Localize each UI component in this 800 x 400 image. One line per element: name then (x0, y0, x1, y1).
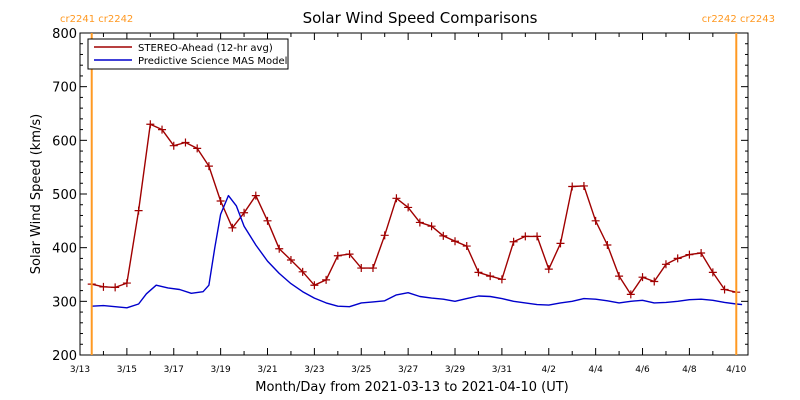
x-tick-label: 3/23 (304, 365, 324, 375)
x-tick-label: 3/17 (164, 365, 184, 375)
y-axis-label: Solar Wind Speed (km/s) (29, 114, 44, 274)
x-tick-label: 4/4 (588, 365, 603, 375)
y-tick-label: 700 (52, 81, 77, 96)
data-point (169, 141, 178, 150)
x-tick-label: 3/29 (445, 365, 465, 375)
data-point (568, 182, 577, 191)
data-point (521, 232, 530, 241)
x-tick-label: 3/31 (492, 365, 512, 375)
x-tick-label: 3/21 (257, 365, 277, 375)
data-point (310, 281, 319, 290)
x-tick-label: 4/2 (542, 365, 556, 375)
series-line-0 (91, 123, 737, 296)
data-point (720, 285, 729, 294)
data-point (533, 232, 542, 241)
y-tick-label: 500 (52, 188, 77, 203)
data-point (685, 250, 694, 259)
data-point (357, 264, 366, 273)
series-line-1 (91, 194, 743, 309)
y-tick-label: 400 (52, 242, 77, 257)
data-point (603, 240, 612, 249)
chart-title: Solar Wind Speed Comparisons (303, 9, 538, 27)
y-tick-label: 300 (52, 295, 77, 310)
data-point (158, 125, 167, 134)
x-axis-label: Month/Day from 2021-03-13 to 2021-04-10 … (255, 380, 568, 395)
data-point (380, 231, 389, 240)
data-point (462, 242, 471, 251)
data-point (216, 196, 225, 205)
x-tick-label: 4/6 (635, 365, 650, 375)
data-point (286, 256, 295, 265)
carrington-label-0: cr2241 cr2242 (60, 14, 133, 25)
data-point (427, 222, 436, 231)
x-tick-label: 3/19 (211, 365, 231, 375)
data-point (193, 144, 202, 153)
data-point (263, 216, 272, 225)
data-point (204, 162, 213, 171)
x-tick-label: 4/10 (726, 365, 746, 375)
x-tick-label: 3/27 (398, 365, 418, 375)
y-tick-label: 800 (52, 27, 77, 42)
marker-layer: cr2241 cr2242 cr2242 cr2243 (60, 14, 775, 355)
data-point (415, 218, 424, 227)
x-tick-label: 3/13 (70, 365, 90, 375)
data-point (122, 279, 131, 288)
legend-box (87, 38, 289, 70)
data-point (579, 181, 588, 190)
legend-label-mas: Predictive Science MAS Model (138, 56, 287, 67)
data-point (697, 249, 706, 258)
data-point (615, 272, 624, 281)
data-point (392, 194, 401, 203)
y-tick-label: 200 (52, 349, 77, 364)
data-point (497, 275, 506, 284)
data-point (181, 138, 190, 147)
data-point (322, 275, 331, 284)
data-point (451, 237, 460, 246)
data-point (638, 273, 647, 282)
data-point (650, 277, 659, 286)
carrington-label-1: cr2242 cr2243 (702, 14, 775, 25)
data-point (275, 244, 284, 253)
data-point (228, 223, 237, 232)
data-point (298, 267, 307, 276)
data-point (661, 260, 670, 269)
data-point (673, 254, 682, 263)
data-point (345, 250, 354, 259)
data-point (404, 203, 413, 212)
legend: STEREO-Ahead (12-hr avg) Predictive Scie… (87, 38, 289, 70)
data-point (439, 231, 448, 240)
data-point (99, 282, 108, 291)
data-point (591, 216, 600, 225)
data-point (544, 265, 553, 274)
data-point (134, 206, 143, 215)
x-tick-label: 3/15 (117, 365, 137, 375)
data-point (111, 283, 120, 292)
data-point (251, 191, 260, 200)
data-point (333, 251, 342, 260)
data-point (486, 272, 495, 281)
data-point (474, 268, 483, 277)
data-point (556, 239, 565, 248)
data-point (368, 264, 377, 273)
data-point (708, 268, 717, 277)
y-tick-label: 600 (52, 134, 77, 149)
x-axis: 3/13 3/15 3/17 3/19 3/21 3/23 3/25 3/27 3/29 3/31… (70, 33, 747, 375)
x-tick-label: 3/25 (351, 365, 371, 375)
y-axis: 200 300 400 500 600 700 800 (52, 27, 748, 364)
data-point (240, 208, 249, 217)
legend-label-stereo: STEREO-Ahead (12-hr avg) (138, 43, 273, 54)
x-tick-label: 4/8 (682, 365, 697, 375)
data-point (509, 237, 518, 246)
data-point (146, 120, 155, 129)
data-point (626, 290, 635, 299)
